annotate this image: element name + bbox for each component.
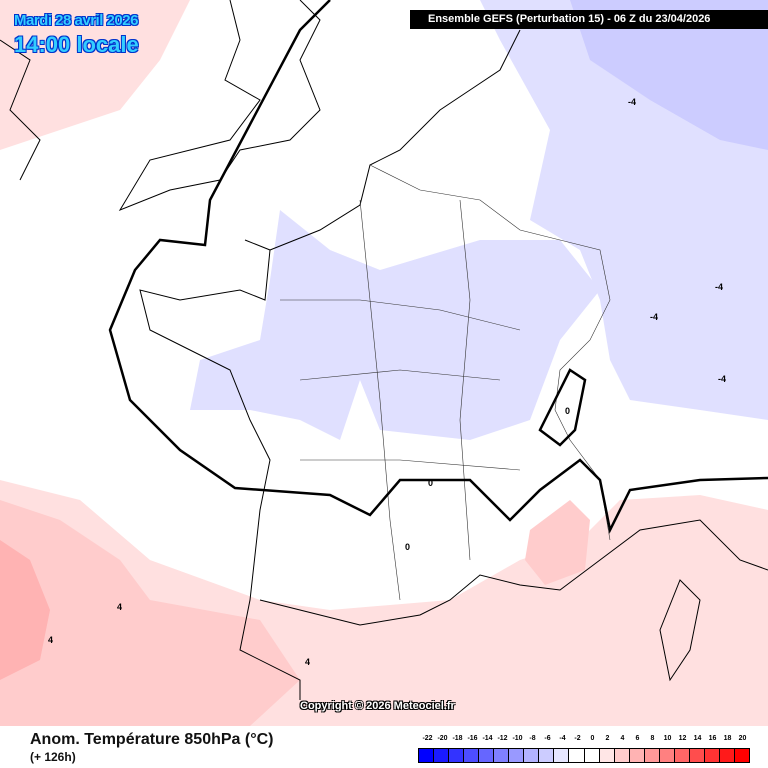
legend-label: -12	[497, 735, 508, 742]
legend-swatch	[659, 749, 675, 762]
legend-swatch	[479, 749, 495, 762]
legend-swatch	[494, 749, 510, 762]
legend-swatch	[584, 749, 600, 762]
contour-label: 4	[117, 602, 122, 612]
contour-label: 0	[405, 542, 410, 552]
color-legend: -22 -20 -18 -16 -14 -12 -10 -8 -6 -4 -2 0 2 4 6 8 10 12 14…	[418, 735, 750, 763]
legend-swatch	[689, 749, 705, 762]
legend-swatch	[614, 749, 630, 762]
copyright: Copyright © 2026 Meteociel.fr	[300, 700, 455, 712]
legend-label: 16	[708, 735, 717, 742]
warm-area-northwest	[0, 0, 190, 150]
legend-label: -10	[512, 735, 523, 742]
legend-label: 0	[590, 735, 595, 742]
warmer-area-southwest	[0, 500, 300, 726]
forecast-time: 14:00 locale	[14, 32, 139, 57]
contour-label: 4	[48, 635, 53, 645]
legend-label: 6	[635, 735, 640, 742]
cold-area-france	[190, 210, 600, 440]
contour-label: -4	[715, 282, 723, 292]
contour-labels: -4 -4 -4 -4 0 0 0 4 4 4	[48, 97, 726, 667]
legend-swatch	[554, 749, 570, 762]
legend-label: -4	[559, 735, 566, 742]
model-run-banner: Ensemble GEFS (Perturbation 15) - 06 Z d…	[410, 10, 768, 29]
legend-label: 14	[693, 735, 702, 742]
colder-area-northsea	[570, 0, 768, 150]
legend-swatch	[704, 749, 720, 762]
contour-label: 0	[428, 478, 433, 488]
legend-swatch	[734, 749, 750, 762]
contour-label: 0	[565, 406, 570, 416]
legend-label: -2	[574, 735, 581, 742]
legend-label: -18	[452, 735, 463, 742]
legend-swatch	[629, 749, 645, 762]
legend-label: 8	[650, 735, 655, 742]
region-borders	[280, 164, 611, 601]
legend-swatch	[449, 749, 465, 762]
legend-label: -22	[422, 735, 433, 742]
warm-patch-provence	[525, 500, 590, 585]
coastlines	[0, 0, 768, 700]
contour-label: -4	[628, 97, 636, 107]
legend-label: -8	[529, 735, 536, 742]
legend-label: -16	[467, 735, 478, 742]
lead-time: (+ 126h)	[30, 750, 76, 764]
map-title: Anom. Température 850hPa (°C)	[30, 731, 274, 748]
forecast-date: Mardi 28 avril 2026	[14, 12, 138, 29]
legend-swatch	[524, 749, 540, 762]
legend-label: 18	[723, 735, 732, 742]
legend-label: -6	[544, 735, 551, 742]
legend-swatch	[569, 749, 585, 762]
legend-swatch	[464, 749, 480, 762]
contour-label: 4	[305, 657, 310, 667]
legend-swatch	[434, 749, 450, 762]
legend-label: 2	[605, 735, 610, 742]
warmest-area-west	[0, 540, 50, 680]
legend-label: 12	[678, 735, 687, 742]
legend-label: -20	[437, 735, 448, 742]
legend-label: 4	[620, 735, 625, 742]
legend-swatch	[644, 749, 660, 762]
legend-swatch	[674, 749, 690, 762]
contour-label: -4	[650, 312, 658, 322]
legend-swatch	[509, 749, 525, 762]
legend-label: 10	[663, 735, 672, 742]
legend-swatch	[599, 749, 615, 762]
legend-label: 20	[738, 735, 747, 742]
legend-swatch	[539, 749, 555, 762]
zero-contour	[108, 0, 768, 534]
anomaly-map: -4 -4 -4 -4 0 0 0 4 4 4	[0, 0, 768, 726]
legend-swatch	[719, 749, 735, 762]
legend-label: -14	[482, 735, 493, 742]
zero-contour-alps	[538, 368, 587, 447]
contour-label: -4	[718, 374, 726, 384]
legend-swatch	[419, 749, 435, 762]
